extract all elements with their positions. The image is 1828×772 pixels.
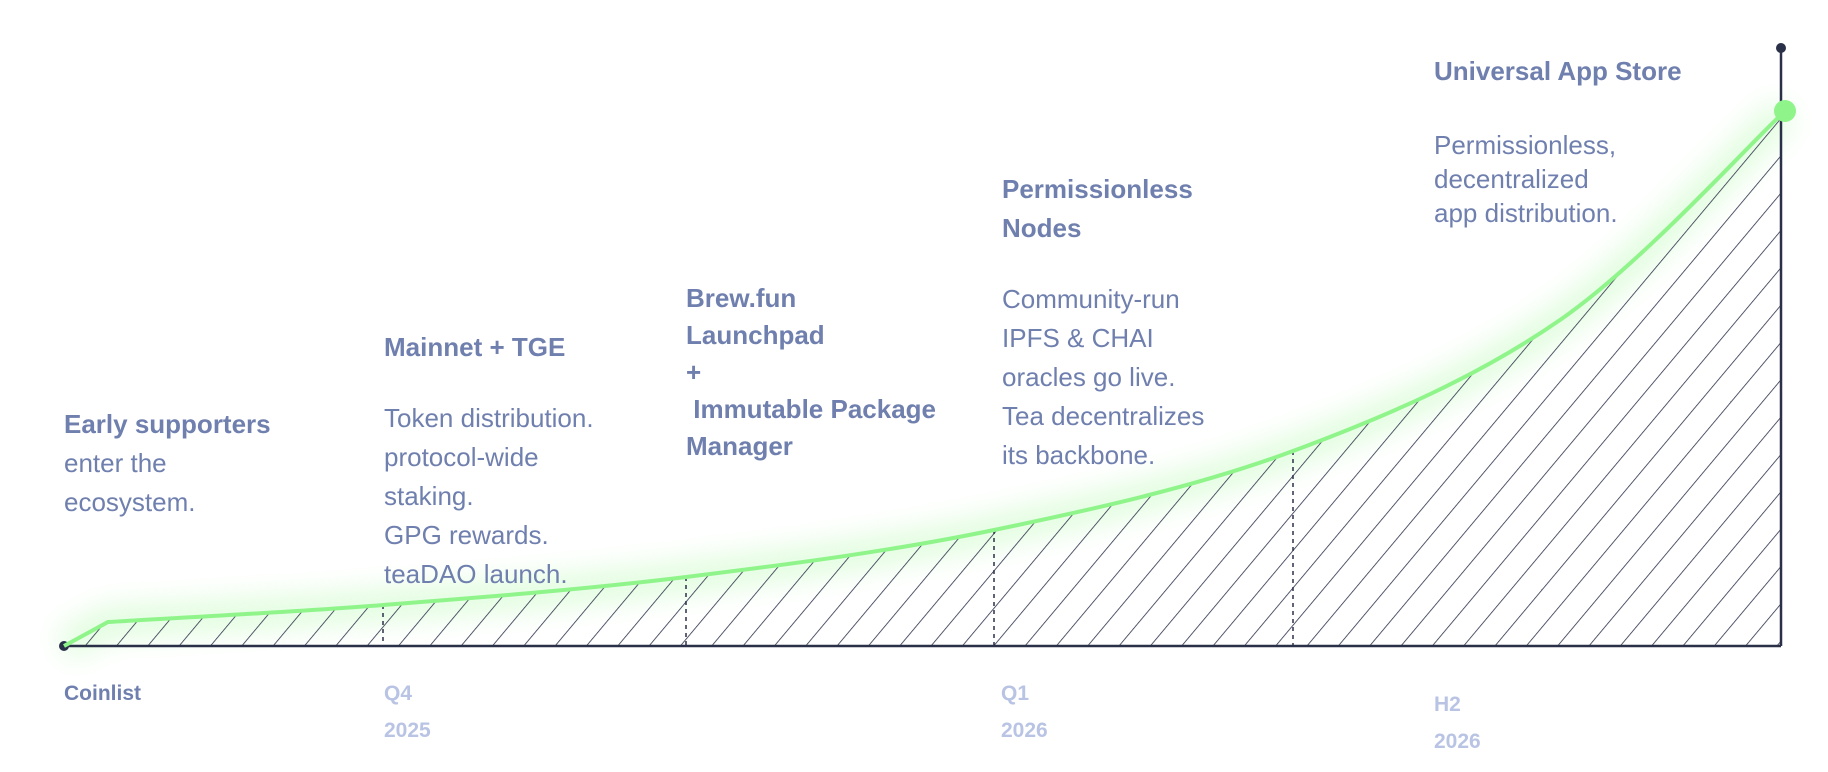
milestone-desc-line: teaDAO launch.: [384, 559, 568, 589]
milestone-desc-line: Tea decentralizes: [1002, 401, 1205, 431]
milestone-title-line: Launchpad: [686, 320, 825, 350]
axis-label-q1-2026: Q1 2026: [1001, 675, 1048, 749]
milestone-title: Universal App Store: [1434, 56, 1682, 86]
milestone-desc-line: decentralized: [1434, 164, 1589, 194]
milestone-dividers: [382, 451, 1294, 646]
milestone-mainnet: Mainnet + TGE Token distribution. protocol…: [384, 328, 594, 594]
milestone-desc-line: Permissionless,: [1434, 130, 1617, 160]
milestone-desc-line: app distribution.: [1434, 198, 1618, 228]
axis-label-q4-2025: Q4 2025: [384, 675, 431, 749]
milestone-desc-line: oracles go live.: [1002, 362, 1176, 392]
growth-curve: [63, 109, 1787, 648]
axis-label-year: 2026: [1001, 719, 1048, 742]
axis-label-year: 2026: [1434, 730, 1481, 753]
milestone-desc-line: its backbone.: [1002, 440, 1156, 470]
axis-label-coinlist: Coinlist: [64, 675, 141, 712]
milestone-desc-line: Community-run: [1002, 284, 1180, 314]
milestone-desc-line: staking.: [384, 481, 474, 511]
milestone-universal-app-store: Universal App Store Permissionless, decent…: [1434, 54, 1682, 230]
milestone-desc-line: protocol-wide: [384, 442, 539, 472]
hatched-area: [64, 111, 1785, 646]
milestone-desc-line: ecosystem.: [64, 487, 196, 517]
milestone-title-line: Permissionless: [1002, 174, 1193, 204]
axis-label-period: H2: [1434, 693, 1461, 716]
milestone-desc-line: enter the: [64, 448, 167, 478]
milestone-title-line: Immutable Package: [686, 394, 936, 424]
milestone-title-line: Brew.fun: [686, 283, 797, 313]
milestone-title-line: +: [686, 357, 702, 387]
milestone-title: Early supporters: [64, 409, 271, 439]
axis-label-h2-2026: H2 2026: [1434, 686, 1481, 760]
milestone-title: Mainnet + TGE: [384, 332, 566, 362]
milestone-permissionless-nodes: Permissionless Nodes Community-run IPFS & C…: [1002, 170, 1204, 475]
milestone-desc-line: IPFS & CHAI: [1002, 323, 1154, 353]
milestone-early-supporters: Early supporters enter the ecosystem.: [64, 405, 271, 522]
milestone-title-line: Nodes: [1002, 213, 1082, 243]
axis-label-name: Coinlist: [64, 682, 141, 705]
milestone-desc-line: GPG rewards.: [384, 520, 549, 550]
axis-label-year: 2025: [384, 719, 431, 742]
axis-top-dot: [1776, 43, 1786, 53]
curve-end-dot: [1774, 100, 1796, 122]
milestone-title-line: Manager: [686, 431, 793, 461]
milestone-desc-line: Token distribution.: [384, 403, 594, 433]
axis-label-period: Q1: [1001, 682, 1030, 705]
axis-label-period: Q4: [384, 682, 413, 705]
milestone-brewfun: Brew.fun Launchpad + Immutable Package Mana…: [686, 280, 936, 465]
